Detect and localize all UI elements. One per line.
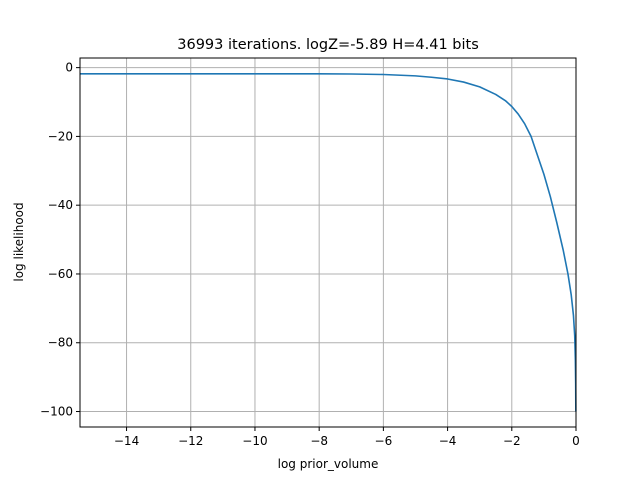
y-axis-label: log likelihood — [12, 202, 26, 281]
y-tick-label: 0 — [65, 61, 73, 75]
y-tick-label: −80 — [48, 336, 73, 350]
y-tick-label: −20 — [48, 129, 73, 143]
x-tick-label: −12 — [178, 434, 203, 448]
x-tick-label: −6 — [375, 434, 393, 448]
x-tick-label: −2 — [503, 434, 521, 448]
plot-frame — [79, 57, 577, 428]
series-layer — [80, 73, 577, 412]
x-axis-ticks: −14 −12 −10 −8 −6 −4 −2 0 — [114, 427, 580, 448]
x-tick-label: −14 — [114, 434, 139, 448]
y-axis-ticks: 0 −20 −40 −60 −80 −100 — [40, 61, 80, 419]
x-tick-label: −10 — [242, 434, 267, 448]
x-tick-label: −4 — [439, 434, 457, 448]
x-axis-label: log prior_volume — [278, 457, 379, 471]
y-tick-label: −100 — [40, 405, 73, 419]
x-tick-label: −8 — [310, 434, 328, 448]
x-tick-label: 0 — [572, 434, 580, 448]
series-line — [80, 73, 577, 412]
y-tick-label: −60 — [48, 267, 73, 281]
grid — [80, 58, 577, 427]
y-tick-label: −40 — [48, 198, 73, 212]
chart-title: 36993 iterations. logZ=-5.89 H=4.41 bits — [177, 37, 479, 53]
